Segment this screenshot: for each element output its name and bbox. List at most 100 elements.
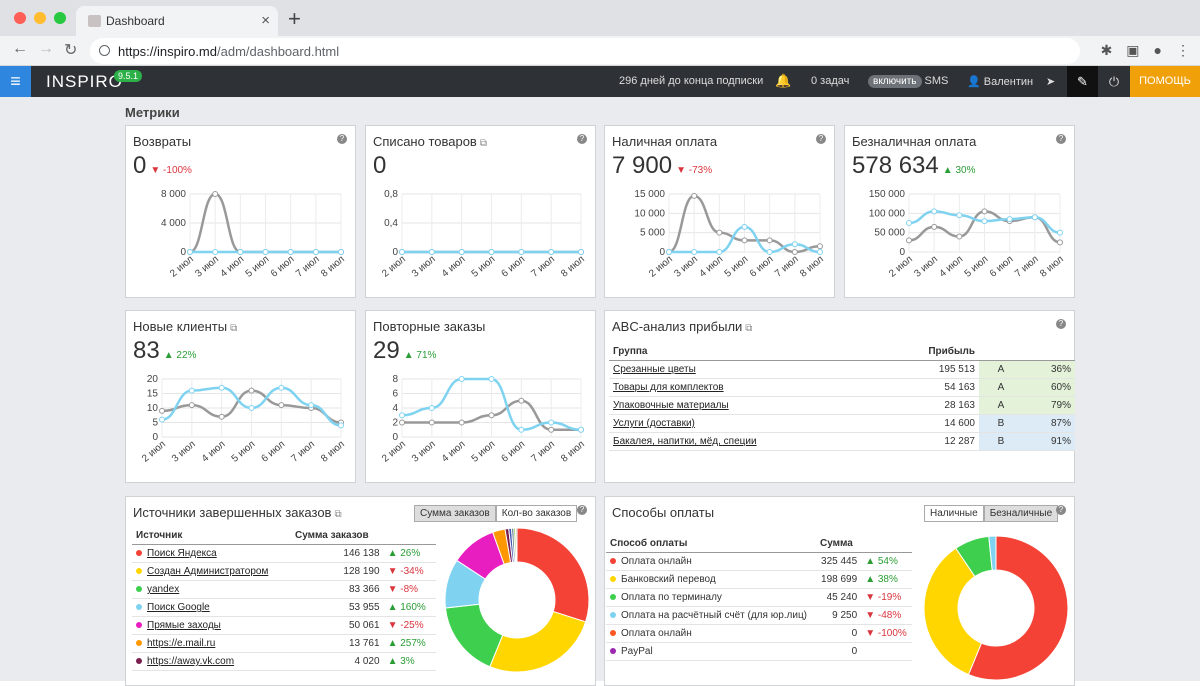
help-icon[interactable]: ? [577, 134, 587, 144]
maximize-window-button[interactable] [54, 12, 66, 24]
menu-burger-icon[interactable]: ≡ [0, 66, 31, 97]
data-point[interactable] [666, 249, 672, 255]
data-point[interactable] [548, 249, 555, 255]
data-point[interactable] [691, 192, 698, 199]
name-cell[interactable]: Прямые заходы [132, 616, 291, 635]
help-icon[interactable]: ? [1056, 505, 1066, 515]
data-point[interactable] [578, 426, 584, 433]
data-point[interactable] [188, 402, 195, 409]
data-point[interactable] [262, 249, 269, 255]
data-point[interactable] [248, 405, 255, 411]
data-point[interactable] [212, 249, 219, 255]
help-icon[interactable]: ? [337, 134, 347, 144]
help-icon[interactable]: ? [816, 134, 826, 144]
help-button[interactable]: ПОМОЩЬ [1130, 66, 1200, 97]
data-point[interactable] [956, 233, 963, 240]
name-cell[interactable]: https://away.vk.com [132, 652, 291, 671]
data-point[interactable] [212, 191, 219, 197]
abc-group-link[interactable]: Бакалея, напитки, мёд, специи [613, 436, 757, 447]
data-point[interactable] [766, 249, 773, 255]
data-point[interactable] [399, 419, 405, 426]
donut-slice[interactable] [967, 535, 1069, 681]
data-point[interactable] [458, 376, 465, 382]
menu-icon[interactable]: ⋮ [1176, 42, 1190, 58]
abc-group-link[interactable]: Упаковочные материалы [613, 400, 729, 411]
data-point[interactable] [578, 249, 584, 255]
user-menu[interactable]: 👤 Валентин [967, 75, 1033, 88]
sum-orders-button[interactable]: Сумма заказов [414, 505, 496, 522]
source-link[interactable]: https://e.mail.ru [147, 638, 216, 649]
sms-toggle[interactable]: включить [868, 75, 922, 88]
data-point[interactable] [548, 419, 555, 426]
send-icon[interactable]: ➤ [1046, 76, 1056, 88]
help-icon[interactable]: ? [1056, 134, 1066, 144]
new-tab-button[interactable]: + [288, 6, 301, 31]
data-point[interactable] [548, 426, 555, 433]
subscription-text[interactable]: 296 дней до конца подписки [619, 75, 764, 87]
data-point[interactable] [399, 412, 405, 419]
data-point[interactable] [278, 384, 285, 391]
data-point[interactable] [817, 249, 823, 255]
forward-icon[interactable]: → [38, 40, 54, 57]
abc-group-link[interactable]: Срезанные цветы [613, 364, 696, 375]
external-link-icon[interactable]: ⧉ [745, 323, 753, 334]
bell-icon[interactable]: 🔔 [775, 73, 792, 88]
data-point[interactable] [218, 384, 225, 391]
data-point[interactable] [428, 405, 435, 411]
data-point[interactable] [428, 419, 435, 426]
name-cell[interactable]: yandex [132, 580, 291, 599]
data-point[interactable] [817, 243, 823, 250]
source-link[interactable]: Прямые заходы [147, 620, 221, 631]
back-icon[interactable]: ← [12, 40, 28, 57]
data-point[interactable] [159, 416, 165, 423]
data-point[interactable] [931, 223, 938, 230]
data-point[interactable] [237, 249, 244, 255]
data-point[interactable] [399, 249, 405, 255]
data-point[interactable] [791, 249, 798, 255]
source-link[interactable]: Поиск Яндекса [147, 548, 217, 559]
minimize-window-button[interactable] [34, 12, 46, 24]
cash-button[interactable]: Наличные [924, 505, 984, 522]
data-point[interactable] [518, 426, 525, 433]
close-tab-icon[interactable]: × [261, 12, 270, 29]
site-info-icon[interactable] [99, 45, 110, 56]
source-link[interactable]: Создан Администратором [147, 566, 269, 577]
data-point[interactable] [906, 237, 912, 244]
name-cell[interactable]: Поиск Google [132, 598, 291, 617]
tasks-link[interactable]: 0 задач [811, 75, 850, 87]
data-point[interactable] [308, 402, 315, 409]
data-point[interactable] [716, 229, 723, 236]
external-link-icon[interactable]: ⧉ [334, 509, 342, 520]
profile-icon[interactable]: ● [1153, 42, 1162, 58]
data-point[interactable] [931, 208, 938, 215]
data-point[interactable] [312, 249, 319, 255]
data-point[interactable] [518, 249, 525, 255]
donut-slice[interactable] [988, 535, 997, 571]
data-point[interactable] [338, 249, 344, 255]
data-point[interactable] [766, 237, 773, 244]
data-point[interactable] [218, 413, 225, 420]
data-point[interactable] [187, 249, 193, 255]
sms-control[interactable]: включить SMS [868, 75, 948, 88]
data-point[interactable] [1031, 214, 1038, 221]
data-point[interactable] [906, 220, 912, 226]
data-point[interactable] [428, 249, 435, 255]
data-point[interactable] [741, 237, 748, 244]
data-point[interactable] [1057, 229, 1063, 236]
data-point[interactable] [338, 422, 344, 429]
count-orders-button[interactable]: Кол-во заказов [495, 505, 578, 522]
donut-slice[interactable] [515, 527, 518, 563]
power-icon[interactable]: ⏻ [1108, 74, 1120, 89]
data-point[interactable] [248, 387, 255, 394]
close-window-button[interactable] [14, 12, 26, 24]
help-icon[interactable]: ? [1056, 319, 1066, 329]
donut-slice[interactable] [516, 527, 590, 623]
data-point[interactable] [159, 407, 165, 414]
data-point[interactable] [791, 241, 798, 248]
data-point[interactable] [287, 249, 294, 255]
data-point[interactable] [981, 208, 988, 215]
name-cell[interactable]: Создан Администратором [132, 562, 291, 581]
abc-group-link[interactable]: Услуги (доставки) [613, 418, 695, 429]
edit-pencil-icon[interactable]: ✎ [1067, 66, 1098, 97]
source-link[interactable]: https://away.vk.com [147, 656, 235, 667]
